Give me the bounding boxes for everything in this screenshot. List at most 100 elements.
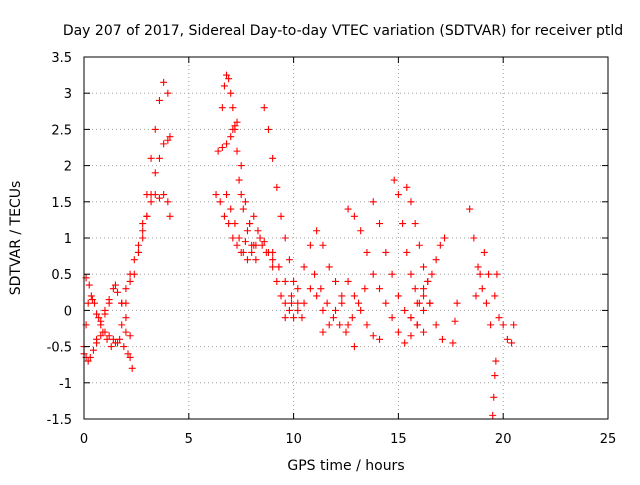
data-point (288, 292, 296, 300)
y-tick-label: 0.5 (51, 268, 72, 283)
series-group (390, 176, 432, 307)
series-group (491, 292, 518, 347)
data-point (482, 299, 490, 307)
data-point (233, 241, 241, 249)
data-point (300, 299, 308, 307)
data-point (160, 78, 168, 86)
x-axis-label: GPS time / hours (287, 458, 404, 474)
series-group (466, 205, 495, 329)
data-point (225, 75, 233, 83)
data-point (126, 332, 134, 340)
data-point (134, 248, 142, 256)
y-tick-label: -1.5 (47, 413, 72, 428)
data-point (338, 299, 346, 307)
data-point (338, 292, 346, 300)
data-point (86, 353, 94, 361)
data-point (220, 82, 228, 90)
data-point (139, 227, 147, 235)
data-point (294, 306, 302, 314)
data-point (281, 234, 289, 242)
data-point (264, 125, 272, 133)
data-point (503, 335, 511, 343)
data-point (122, 285, 130, 293)
data-point (243, 256, 251, 264)
data-point (90, 299, 98, 307)
data-point (275, 263, 283, 271)
data-point (428, 270, 436, 278)
data-point (269, 248, 277, 256)
data-point (101, 328, 109, 336)
data-point (313, 227, 321, 235)
data-point (95, 314, 103, 322)
data-point (411, 285, 419, 293)
data-point (470, 234, 478, 242)
data-point (87, 292, 95, 300)
data-point (241, 198, 249, 206)
data-point (344, 277, 352, 285)
data-point (147, 154, 155, 162)
data-point (489, 411, 497, 419)
data-point (376, 285, 384, 293)
data-point (143, 212, 151, 220)
data-point (407, 314, 415, 322)
data-point (147, 198, 155, 206)
data-point (269, 256, 277, 264)
data-point (233, 118, 241, 126)
series-group (223, 191, 298, 322)
data-point (155, 194, 163, 202)
data-point (227, 133, 235, 141)
data-point (466, 205, 474, 213)
series-group (281, 227, 358, 351)
data-point (491, 292, 499, 300)
data-point (105, 296, 113, 304)
data-point (480, 248, 488, 256)
data-point (407, 198, 415, 206)
data-point (109, 335, 117, 343)
data-point (420, 306, 428, 314)
chart-title: Day 207 of 2017, Sidereal Day-to-day VTE… (63, 23, 623, 39)
data-point (218, 104, 226, 112)
data-point (363, 321, 371, 329)
series-group (319, 277, 384, 343)
data-point (126, 353, 134, 361)
data-point (114, 339, 122, 347)
data-point (336, 321, 344, 329)
data-point (166, 212, 174, 220)
data-point (350, 292, 358, 300)
x-tick-label: 0 (80, 432, 88, 447)
data-point (239, 205, 247, 213)
data-point (478, 285, 486, 293)
data-point (420, 285, 428, 293)
series-group (489, 270, 501, 419)
data-point (147, 191, 155, 199)
data-point (325, 263, 333, 271)
data-point (441, 234, 449, 242)
series-group (214, 118, 258, 249)
data-point (109, 285, 117, 293)
data-point (413, 299, 421, 307)
data-point (420, 328, 428, 336)
data-point (394, 292, 402, 300)
data-point (218, 144, 226, 151)
data-point (492, 357, 500, 365)
data-point (319, 241, 327, 249)
data-point (256, 234, 264, 242)
data-point (350, 343, 358, 351)
data-point (233, 147, 241, 155)
data-point (317, 285, 325, 293)
data-point (254, 227, 262, 235)
data-point (319, 306, 327, 314)
data-point (319, 328, 327, 336)
data-point (122, 314, 130, 322)
x-tick-label: 25 (600, 432, 617, 447)
y-tick-label: 3.5 (51, 51, 72, 66)
data-point (361, 285, 369, 293)
data-point (499, 321, 507, 329)
series-group (449, 299, 461, 347)
data-point (252, 241, 260, 249)
data-point (235, 176, 243, 184)
data-point (229, 234, 237, 242)
data-point (239, 248, 247, 256)
